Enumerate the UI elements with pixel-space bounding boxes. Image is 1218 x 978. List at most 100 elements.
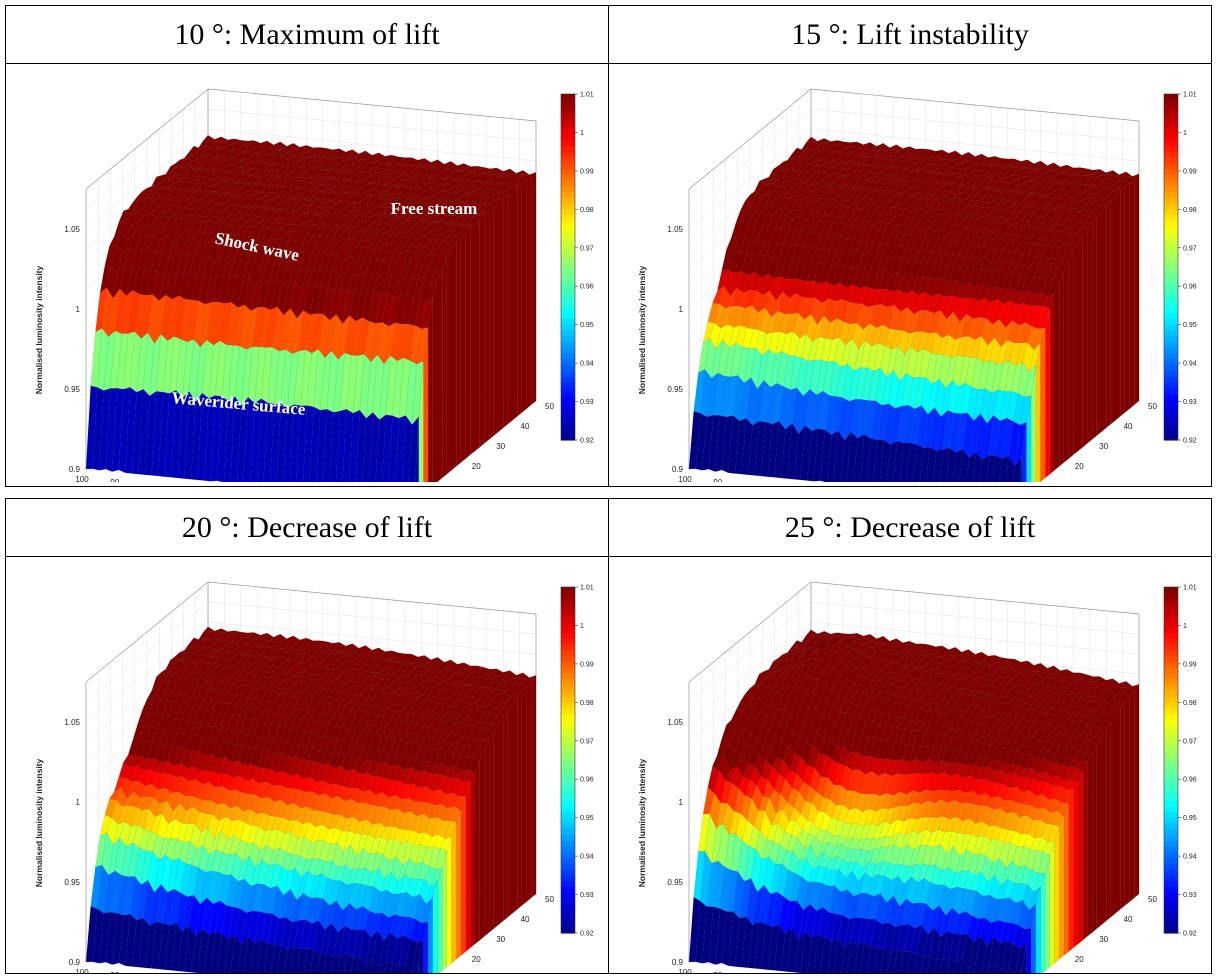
colorbar-tick-label: 0.99 (580, 661, 594, 668)
colorbar-tick-label: 0.98 (1183, 700, 1197, 707)
colorbar-tick-label: 0.92 (580, 438, 594, 445)
z-tick-label: 0.9 (672, 958, 684, 967)
x-tick-label: 100 (75, 968, 89, 973)
z-axis-label: Normalised luminosity intensity (34, 758, 44, 887)
x-tick-label: 80 (746, 481, 755, 482)
tick-labels: 0.90.9511.051009080706050403020100010203… (64, 225, 554, 482)
z-axis-label: Normalised luminosity intensity (637, 265, 647, 394)
y-tick-label: 20 (472, 462, 481, 471)
header-row-top: 10 °: Maximum of lift 15 °: Lift instabi… (6, 6, 1211, 64)
tick-labels: 0.90.9511.051009080706050403020100010203… (667, 718, 1157, 973)
x-tick-label: 100 (678, 968, 692, 973)
colorbar-tick-label: 0.95 (580, 322, 594, 329)
z-tick-label: 1.05 (64, 225, 80, 234)
z-axis-label: Normalised luminosity intensity (34, 265, 44, 394)
colorbar-tick-label: 0.98 (580, 700, 594, 707)
colorbar-tick-label: 0.94 (1183, 361, 1197, 368)
y-tick-label: 40 (1124, 915, 1133, 924)
z-tick-label: 0.95 (64, 878, 80, 887)
colorbar-tick-label: 1.01 (580, 585, 594, 592)
colorbar-tick-label: 0.95 (580, 815, 594, 822)
panel-title-20deg: 20 °: Decrease of lift (181, 510, 433, 544)
colorbar-tick-label: 0.96 (1183, 284, 1197, 291)
surface-mesh (85, 135, 537, 482)
surface-plot-20deg: 0.90.9511.051009080706050403020100010203… (34, 581, 594, 973)
surface-plot-25deg: 0.90.9511.051009080706050403020100010203… (637, 581, 1197, 973)
colorbar-tick-label: 1 (1183, 623, 1187, 630)
z-tick-label: 1 (76, 305, 81, 314)
colorbar-tick-label: 0.96 (1183, 777, 1197, 784)
colorbar-tick-label: 1 (580, 130, 584, 137)
colorbar-tick-label: 0.95 (1183, 815, 1197, 822)
z-tick-label: 0.9 (69, 958, 81, 967)
colorbar-tick-label: 0.96 (580, 284, 594, 291)
z-tick-label: 1 (679, 305, 684, 314)
surface-plot-10deg: 0.90.9511.051009080706050403020100010203… (34, 88, 594, 482)
tick-labels: 0.90.9511.051009080706050403020100010203… (64, 718, 554, 973)
colorbar-tick-label: 1 (1183, 130, 1187, 137)
colorbar-tick-label: 0.93 (1183, 892, 1197, 899)
z-tick-label: 1.05 (667, 718, 683, 727)
colorbar: 1.01 1 0.99 0.98 0.97 0.96 0.95 0.94 0.93 0.92 (1163, 585, 1197, 938)
colorbar-tick-label: 0.95 (1183, 322, 1197, 329)
colorbar-tick-label: 0.94 (580, 361, 594, 368)
x-tick-label: 80 (143, 481, 152, 482)
y-tick-label: 30 (1099, 442, 1108, 451)
z-axis-label: Normalised luminosity intensity (637, 758, 647, 887)
figure-table-top: 10 °: Maximum of lift 15 °: Lift instabi… (5, 5, 1212, 487)
surface-mesh (85, 626, 537, 973)
panel-title-10deg: 10 °: Maximum of lift (174, 17, 440, 51)
colorbar-tick-label: 0.92 (580, 931, 594, 938)
z-tick-label: 1 (76, 798, 81, 807)
colorbar-tick-label: 0.97 (1183, 738, 1197, 745)
colorbar-tick-label: 0.99 (1183, 168, 1197, 175)
colorbar: 1.01 1 0.99 0.98 0.97 0.96 0.95 0.94 0.93 0.92 (560, 585, 594, 938)
z-tick-label: 0.95 (667, 385, 683, 394)
z-tick-label: 1.05 (667, 225, 683, 234)
x-tick-label: 90 (713, 478, 722, 482)
colorbar: 1.01 1 0.99 0.98 0.97 0.96 0.95 0.94 0.93 0.92 (560, 92, 594, 445)
x-tick-label: 100 (75, 475, 89, 482)
colorbar-tick-label: 0.93 (580, 892, 594, 899)
colorbar-tick-label: 0.97 (1183, 245, 1197, 252)
panel-title-15deg: 15 °: Lift instability (608, 6, 1211, 63)
colorbar-tick-label: 0.96 (580, 777, 594, 784)
y-tick-label: 50 (545, 402, 554, 411)
x-tick-label: 90 (713, 971, 722, 973)
tick-labels: 0.90.9511.051009080706050403020100010203… (667, 225, 1157, 482)
plot-cell-20deg: 0.90.9511.051009080706050403020100010203… (6, 557, 608, 973)
z-tick-label: 0.9 (672, 465, 684, 474)
panel-title-25deg: 25 °: Decrease of lift (608, 499, 1211, 556)
colorbar-tick-label: 0.92 (1183, 931, 1197, 938)
y-tick-label: 30 (496, 935, 505, 944)
y-tick-label: 40 (521, 915, 530, 924)
colorbar-tick-label: 0.99 (580, 168, 594, 175)
y-tick-label: 40 (521, 422, 530, 431)
annotation-free-stream: Free stream (391, 199, 478, 218)
colorbar-tick-label: 0.97 (580, 738, 594, 745)
colorbar-tick-label: 0.94 (580, 854, 594, 861)
z-tick-label: 0.9 (69, 465, 81, 474)
colorbar-tick-label: 1.01 (1183, 585, 1197, 592)
surface-plot-15deg: 0.90.9511.051009080706050403020100010203… (637, 88, 1197, 482)
plot-cell-10deg: 0.90.9511.051009080706050403020100010203… (6, 64, 608, 486)
colorbar-tick-label: 0.99 (1183, 661, 1197, 668)
x-tick-label: 100 (678, 475, 692, 482)
colorbar-tick-label: 0.92 (1183, 438, 1197, 445)
colorbar-tick-label: 0.94 (1183, 854, 1197, 861)
colorbar: 1.01 1 0.99 0.98 0.97 0.96 0.95 0.94 0.93 0.92 (1163, 92, 1197, 445)
y-tick-label: 20 (472, 955, 481, 964)
x-tick-label: 90 (110, 971, 119, 973)
z-tick-label: 0.95 (667, 878, 683, 887)
y-tick-label: 30 (496, 442, 505, 451)
colorbar-tick-label: 1.01 (1183, 92, 1197, 99)
z-tick-label: 1 (679, 798, 684, 807)
y-tick-label: 50 (545, 895, 554, 904)
z-tick-label: 0.95 (64, 385, 80, 394)
plot-cell-25deg: 0.90.9511.051009080706050403020100010203… (608, 557, 1211, 973)
z-tick-label: 1.05 (64, 718, 80, 727)
y-tick-label: 50 (1148, 402, 1157, 411)
colorbar-tick-label: 0.97 (580, 245, 594, 252)
colorbar-tick-label: 1 (580, 623, 584, 630)
y-tick-label: 20 (1075, 955, 1084, 964)
